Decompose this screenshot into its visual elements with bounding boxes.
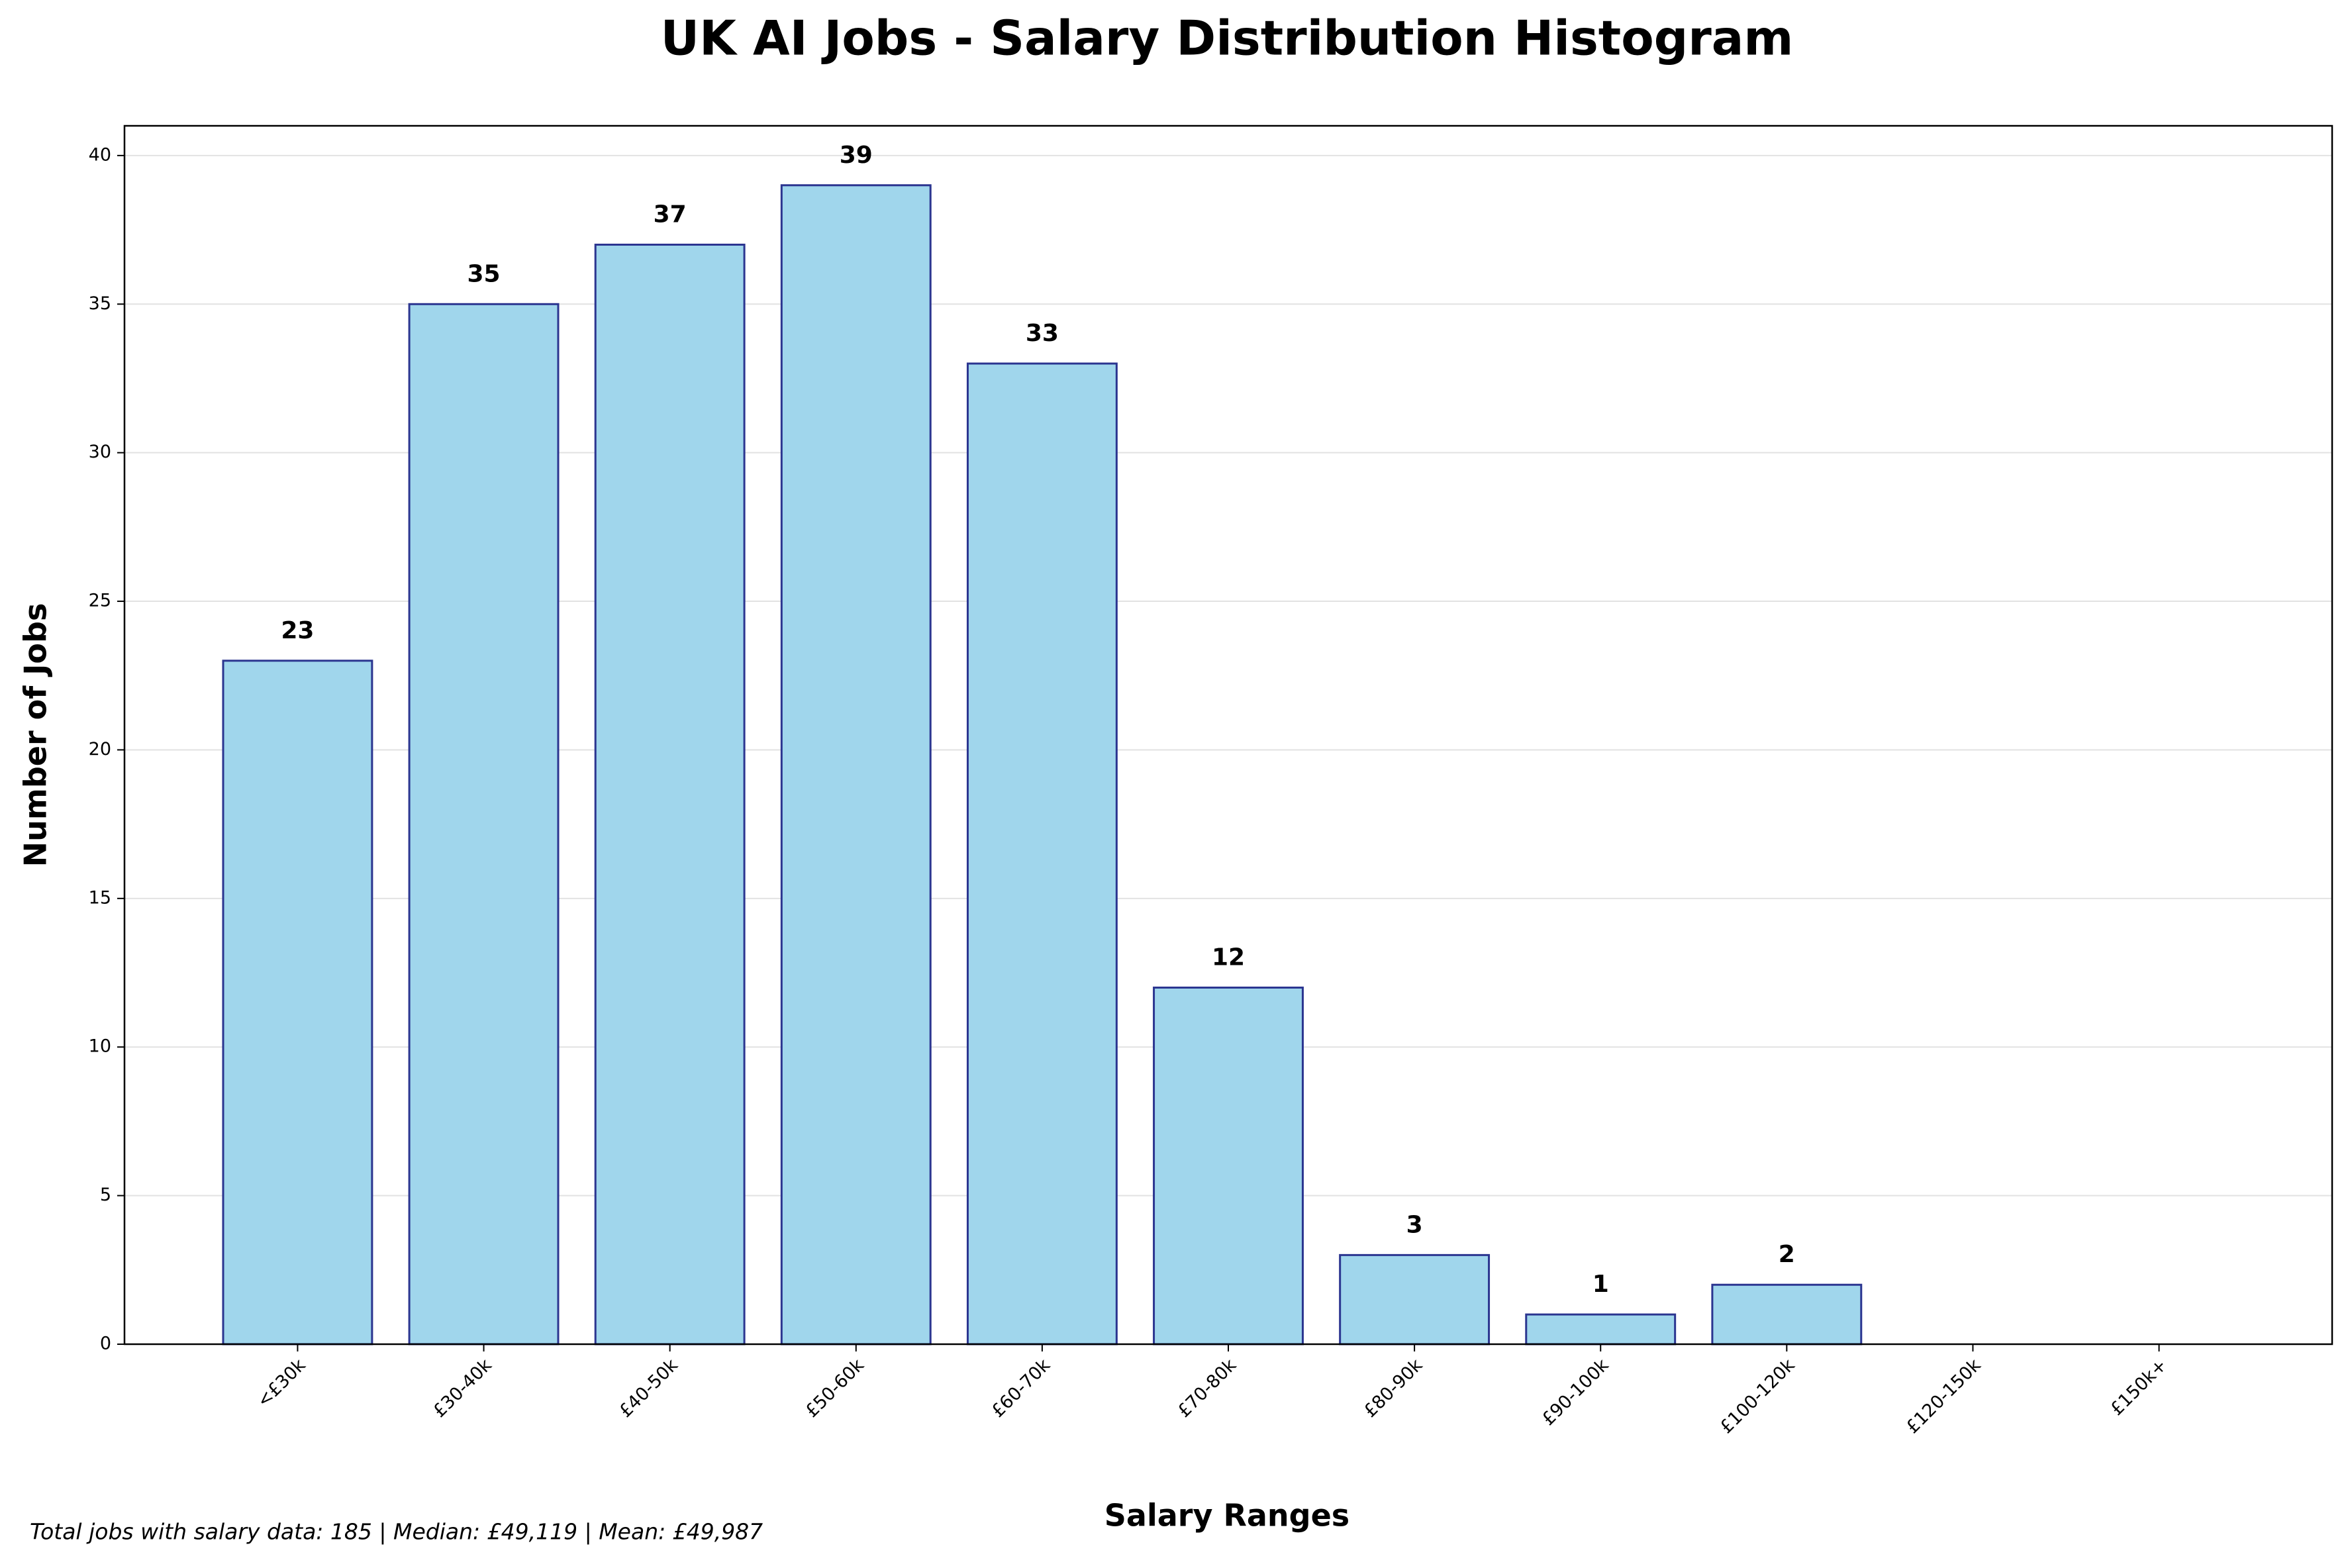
x-axis-label: Salary Ranges (1104, 1498, 1349, 1534)
bar (780, 184, 932, 1346)
y-tick-label: 20 (89, 739, 111, 760)
value-label: 23 (281, 617, 314, 644)
value-label: 12 (1212, 944, 1245, 971)
bar (594, 244, 746, 1346)
footnote: Total jobs with salary data: 185 | Media… (30, 1519, 763, 1545)
bar (408, 303, 560, 1346)
y-axis-label: Number of Jobs (18, 603, 54, 867)
value-label: 3 (1406, 1211, 1423, 1238)
chart-title: UK AI Jobs - Salary Distribution Histogr… (661, 11, 1794, 66)
y-tick-label: 35 (89, 293, 111, 314)
bar (1525, 1313, 1677, 1346)
bar (1339, 1253, 1491, 1346)
value-label: 2 (1779, 1241, 1795, 1268)
bar (1711, 1283, 1863, 1346)
bar (1153, 986, 1304, 1346)
value-label: 1 (1592, 1271, 1609, 1298)
y-tick-label: 10 (89, 1036, 111, 1057)
y-tick-label: 5 (100, 1185, 111, 1205)
y-tick-label: 0 (100, 1334, 111, 1354)
y-tick-label: 40 (89, 144, 111, 165)
y-tick-label: 25 (89, 591, 111, 611)
value-label: 37 (654, 201, 687, 228)
y-tick-label: 15 (89, 887, 111, 908)
bar (966, 362, 1118, 1346)
value-label: 39 (840, 142, 873, 169)
y-tick-label: 30 (89, 442, 111, 462)
bar (222, 660, 373, 1346)
value-label: 33 (1026, 320, 1059, 347)
plot-frame (123, 124, 2333, 1346)
value-label: 35 (467, 260, 500, 287)
